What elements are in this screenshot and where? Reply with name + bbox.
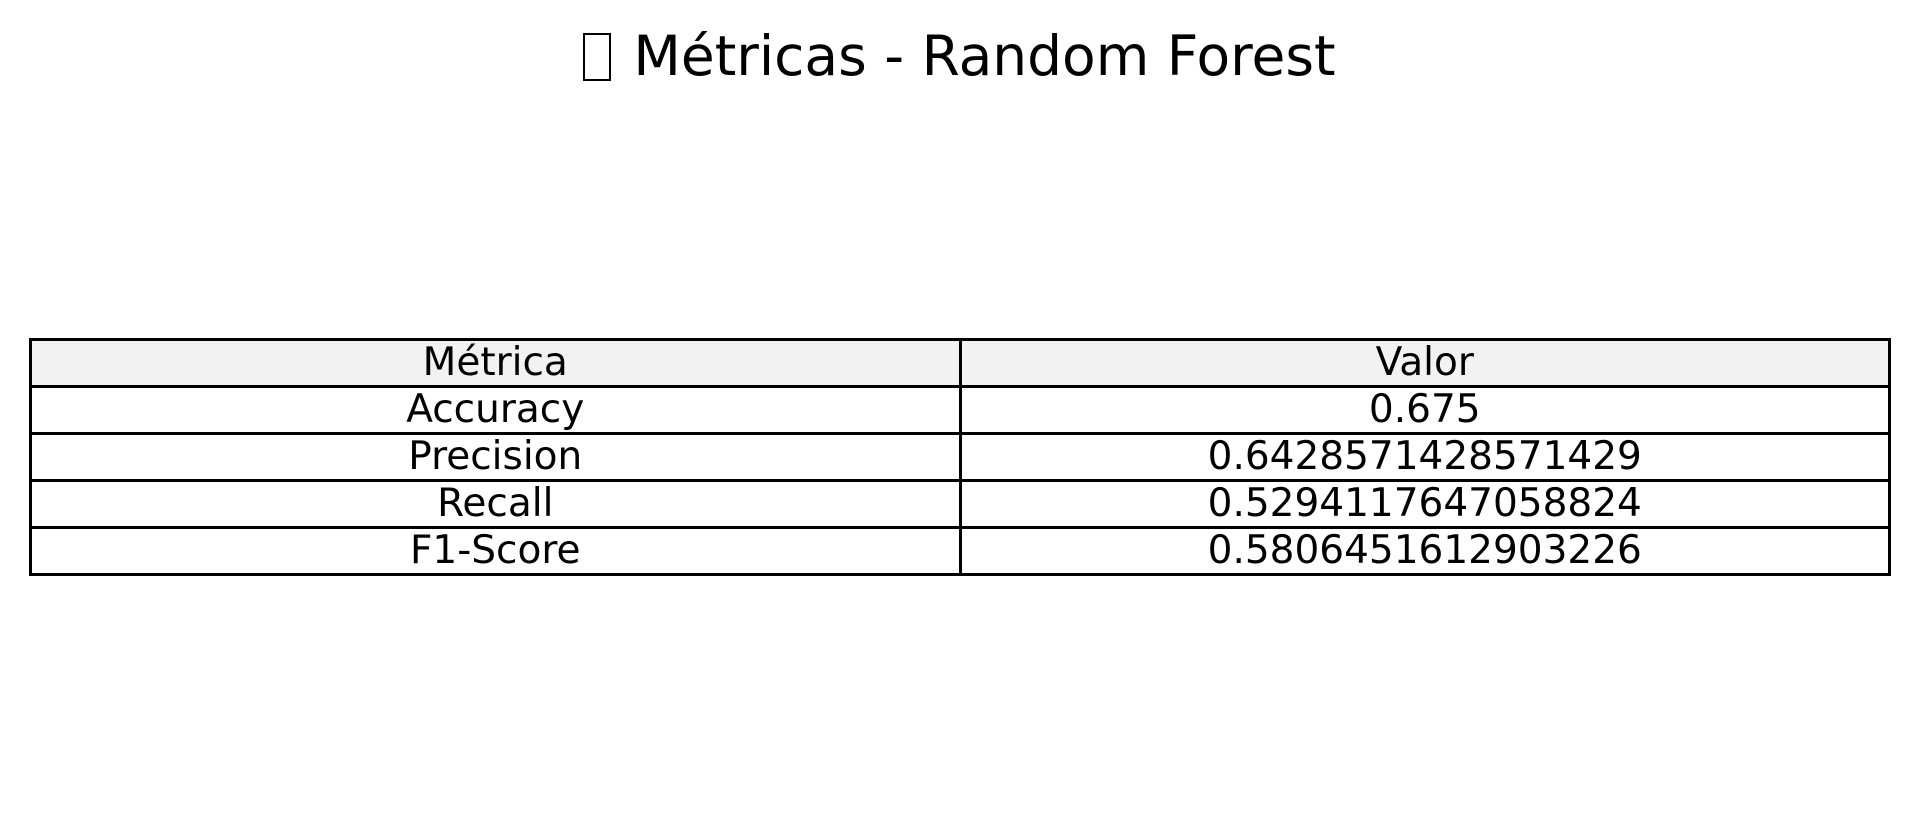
chart-title-text: Métricas - Random Forest [633,24,1336,88]
table-row: F1-Score 0.5806451612903226 [29,526,1891,576]
metric-value-cell: 0.675 [958,385,1891,435]
table-row: Recall 0.5294117647058824 [29,479,1891,529]
column-header-metric: Métrica [29,338,962,388]
table-header-row: Métrica Valor [29,338,1891,388]
metric-name-cell: Recall [29,479,962,529]
metric-name-cell: F1-Score [29,526,962,576]
table-row: Accuracy 0.675 [29,385,1891,435]
metric-name-cell: Accuracy [29,385,962,435]
metric-value-cell: 0.6428571428571429 [958,432,1891,482]
table-row: Precision 0.6428571428571429 [29,432,1891,482]
metric-name-cell: Precision [29,432,962,482]
missing-glyph-icon [583,33,612,81]
chart-title: Métricas - Random Forest [0,20,1919,92]
metrics-table: Métrica Valor Accuracy 0.675 Precision 0… [29,338,1891,576]
column-header-value: Valor [958,338,1891,388]
metric-value-cell: 0.5806451612903226 [958,526,1891,576]
metric-value-cell: 0.5294117647058824 [958,479,1891,529]
